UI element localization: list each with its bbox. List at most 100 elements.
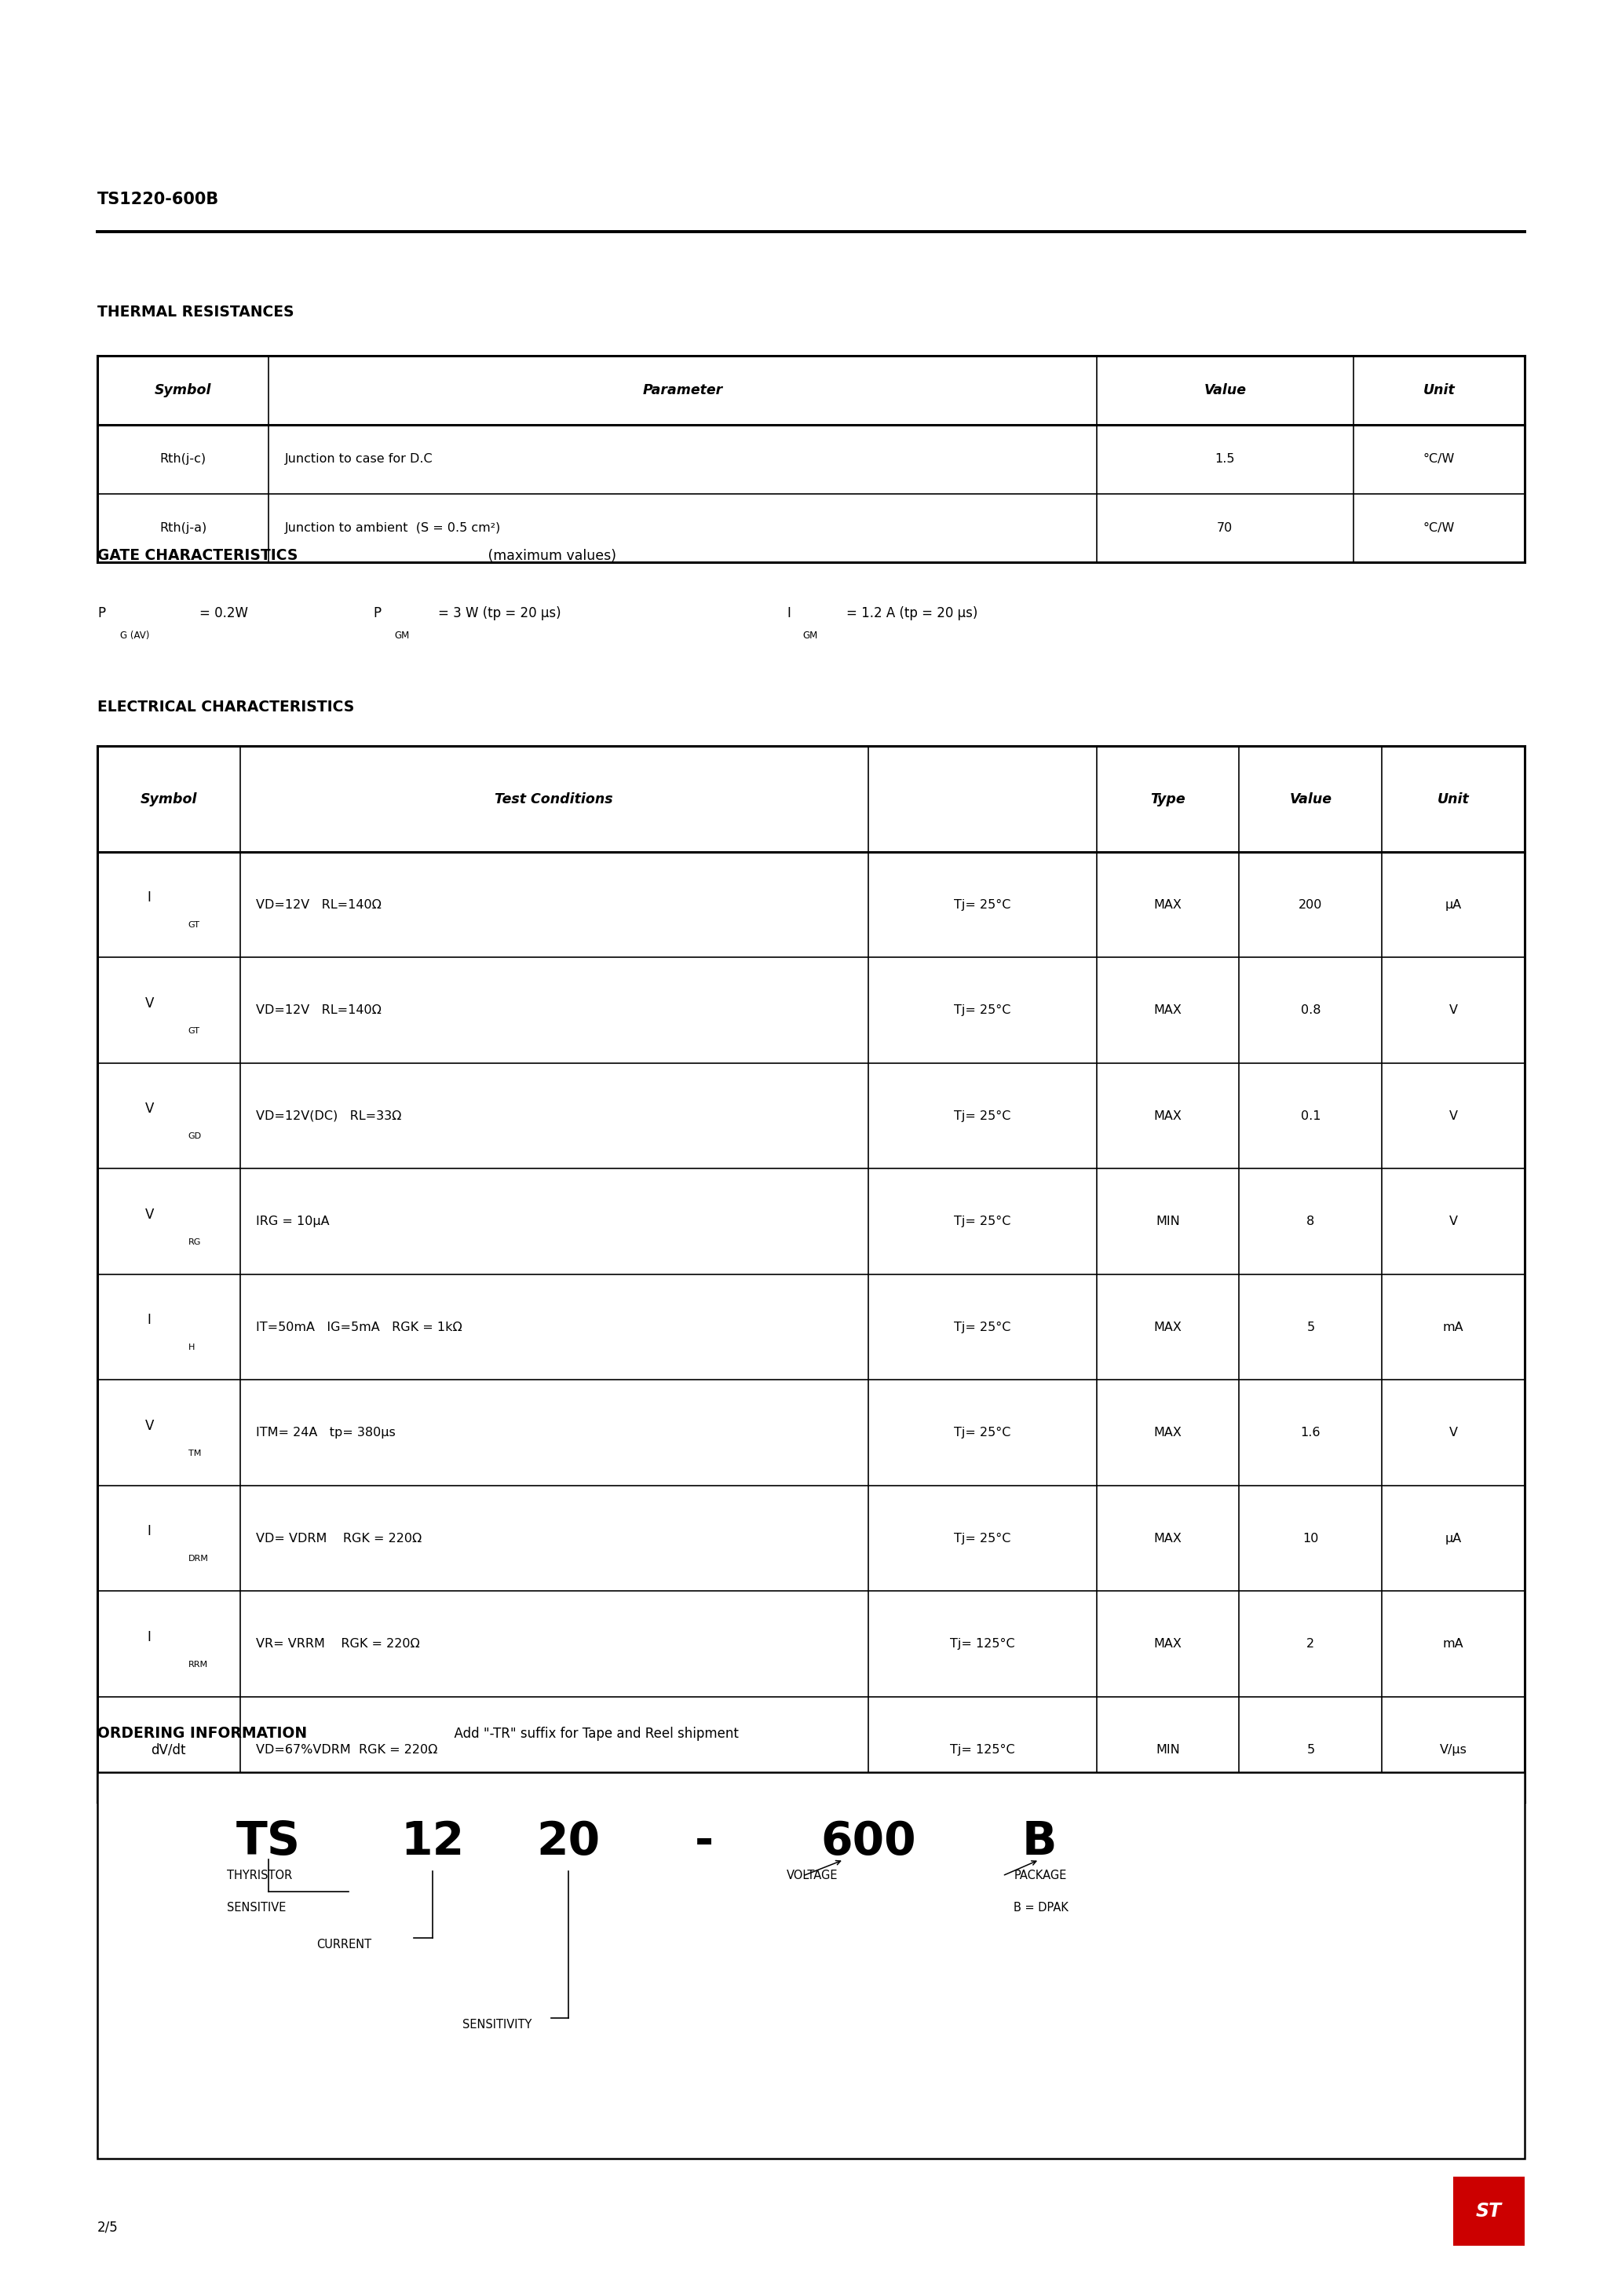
Text: MAX: MAX xyxy=(1153,1320,1182,1334)
Text: dV/dt: dV/dt xyxy=(151,1743,187,1756)
Text: GD: GD xyxy=(188,1132,201,1141)
Text: VD=12V   RL=140Ω: VD=12V RL=140Ω xyxy=(256,1003,381,1017)
Text: μA: μA xyxy=(1445,898,1461,912)
Text: I: I xyxy=(787,606,790,620)
Text: 200: 200 xyxy=(1299,898,1322,912)
Text: VD= VDRM    RGK = 220Ω: VD= VDRM RGK = 220Ω xyxy=(256,1531,422,1545)
Text: V: V xyxy=(1448,1109,1458,1123)
Text: I: I xyxy=(148,1525,151,1538)
Text: Add "-TR" suffix for Tape and Reel shipment: Add "-TR" suffix for Tape and Reel shipm… xyxy=(446,1727,738,1740)
Text: GT: GT xyxy=(188,921,200,930)
Text: IT=50mA   IG=5mA   RGK = 1kΩ: IT=50mA IG=5mA RGK = 1kΩ xyxy=(256,1320,462,1334)
Text: 20: 20 xyxy=(537,1818,600,1864)
Text: Junction to ambient  (S = 0.5 cm²): Junction to ambient (S = 0.5 cm²) xyxy=(285,521,501,535)
Text: -: - xyxy=(694,1818,714,1864)
Text: Tj= 25°C: Tj= 25°C xyxy=(954,1003,1011,1017)
Text: VOLTAGE: VOLTAGE xyxy=(787,1869,839,1883)
Text: GATE CHARACTERISTICS: GATE CHARACTERISTICS xyxy=(97,549,298,563)
Text: 5: 5 xyxy=(1307,1743,1314,1756)
Text: V: V xyxy=(1448,1426,1458,1440)
Text: °C/W: °C/W xyxy=(1422,521,1455,535)
Text: ELECTRICAL CHARACTERISTICS: ELECTRICAL CHARACTERISTICS xyxy=(97,700,354,714)
Text: IRG = 10μA: IRG = 10μA xyxy=(256,1215,329,1228)
Text: mA: mA xyxy=(1444,1320,1463,1334)
Text: 0.1: 0.1 xyxy=(1301,1109,1320,1123)
Text: = 1.2 A (tp = 20 μs): = 1.2 A (tp = 20 μs) xyxy=(847,606,978,620)
Text: Tj= 25°C: Tj= 25°C xyxy=(954,1109,1011,1123)
Text: ORDERING INFORMATION: ORDERING INFORMATION xyxy=(97,1727,307,1740)
Text: Symbol: Symbol xyxy=(154,383,211,397)
Text: Parameter: Parameter xyxy=(642,383,723,397)
Text: 1.6: 1.6 xyxy=(1301,1426,1320,1440)
Text: = 3 W (tp = 20 μs): = 3 W (tp = 20 μs) xyxy=(438,606,561,620)
Text: MAX: MAX xyxy=(1153,1003,1182,1017)
Bar xyxy=(97,1773,1525,2158)
Text: MAX: MAX xyxy=(1153,1531,1182,1545)
Text: Unit: Unit xyxy=(1422,383,1455,397)
Text: V/μs: V/μs xyxy=(1440,1743,1466,1756)
Text: 8: 8 xyxy=(1307,1215,1314,1228)
Text: Tj= 25°C: Tj= 25°C xyxy=(954,1531,1011,1545)
Text: VD=12V(DC)   RL=33Ω: VD=12V(DC) RL=33Ω xyxy=(256,1109,402,1123)
Text: SENSITIVE: SENSITIVE xyxy=(227,1901,285,1915)
Text: I: I xyxy=(148,891,151,905)
Text: MAX: MAX xyxy=(1153,1426,1182,1440)
Text: H: H xyxy=(188,1343,195,1352)
Text: V: V xyxy=(144,1419,154,1433)
Text: I: I xyxy=(148,1630,151,1644)
Text: Tj= 125°C: Tj= 125°C xyxy=(950,1743,1015,1756)
Text: RG: RG xyxy=(188,1238,201,1247)
Text: TS: TS xyxy=(237,1818,300,1864)
Text: 12: 12 xyxy=(401,1818,464,1864)
Text: μA: μA xyxy=(1445,1531,1461,1545)
Text: 2/5: 2/5 xyxy=(97,2220,118,2234)
Text: Value: Value xyxy=(1204,383,1246,397)
Text: (maximum values): (maximum values) xyxy=(483,549,616,563)
Text: B: B xyxy=(1022,1818,1058,1864)
Text: TM: TM xyxy=(188,1449,201,1458)
Text: Unit: Unit xyxy=(1437,792,1470,806)
Text: MAX: MAX xyxy=(1153,1637,1182,1651)
Text: 600: 600 xyxy=(821,1818,916,1864)
Text: Rth(j-c): Rth(j-c) xyxy=(159,452,206,466)
Text: 70: 70 xyxy=(1216,521,1233,535)
Text: ST: ST xyxy=(1476,2202,1502,2220)
Text: THYRISTOR: THYRISTOR xyxy=(227,1869,292,1883)
Text: Symbol: Symbol xyxy=(139,792,198,806)
Text: GM: GM xyxy=(394,631,409,641)
Text: 1.5: 1.5 xyxy=(1215,452,1234,466)
Text: RRM: RRM xyxy=(188,1660,208,1669)
Text: Tj= 125°C: Tj= 125°C xyxy=(950,1637,1015,1651)
Text: MIN: MIN xyxy=(1156,1215,1179,1228)
Text: G (AV): G (AV) xyxy=(120,631,149,641)
FancyBboxPatch shape xyxy=(1453,2177,1525,2245)
Text: ITM= 24A   tp= 380μs: ITM= 24A tp= 380μs xyxy=(256,1426,396,1440)
Text: MAX: MAX xyxy=(1153,1109,1182,1123)
Text: Tj= 25°C: Tj= 25°C xyxy=(954,898,1011,912)
Text: THERMAL RESISTANCES: THERMAL RESISTANCES xyxy=(97,305,294,319)
Text: Tj= 25°C: Tj= 25°C xyxy=(954,1320,1011,1334)
Text: MAX: MAX xyxy=(1153,898,1182,912)
Text: Type: Type xyxy=(1150,792,1186,806)
Text: DRM: DRM xyxy=(188,1554,209,1564)
Text: V: V xyxy=(144,1102,154,1116)
Text: 0.8: 0.8 xyxy=(1301,1003,1320,1017)
Text: MIN: MIN xyxy=(1156,1743,1179,1756)
Text: I: I xyxy=(148,1313,151,1327)
Text: SENSITIVITY: SENSITIVITY xyxy=(462,2018,532,2032)
Text: 2: 2 xyxy=(1307,1637,1314,1651)
Text: Tj= 25°C: Tj= 25°C xyxy=(954,1426,1011,1440)
Text: CURRENT: CURRENT xyxy=(316,1938,371,1952)
Text: B = DPAK: B = DPAK xyxy=(1014,1901,1069,1915)
Text: P: P xyxy=(373,606,381,620)
Text: mA: mA xyxy=(1444,1637,1463,1651)
Text: VD=67%VDRM  RGK = 220Ω: VD=67%VDRM RGK = 220Ω xyxy=(256,1743,438,1756)
Text: VD=12V   RL=140Ω: VD=12V RL=140Ω xyxy=(256,898,381,912)
Text: Value: Value xyxy=(1289,792,1332,806)
Text: V: V xyxy=(1448,1003,1458,1017)
Text: Rth(j-a): Rth(j-a) xyxy=(159,521,206,535)
Text: TS1220-600B: TS1220-600B xyxy=(97,193,219,207)
Text: °C/W: °C/W xyxy=(1422,452,1455,466)
Text: VR= VRRM    RGK = 220Ω: VR= VRRM RGK = 220Ω xyxy=(256,1637,420,1651)
Text: GT: GT xyxy=(188,1026,200,1035)
